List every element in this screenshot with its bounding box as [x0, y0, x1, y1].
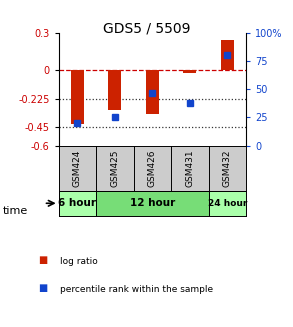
- Text: log ratio: log ratio: [60, 257, 98, 266]
- Bar: [209, 191, 246, 216]
- Text: ■: ■: [38, 255, 47, 265]
- Text: 6 hour: 6 hour: [58, 198, 96, 208]
- Text: GSM424: GSM424: [73, 149, 82, 187]
- Text: GDS5 / 5509: GDS5 / 5509: [103, 21, 190, 35]
- Bar: [146, 70, 159, 114]
- Text: time: time: [3, 206, 28, 216]
- Text: 12 hour: 12 hour: [130, 198, 175, 208]
- Bar: [108, 70, 121, 111]
- Bar: [183, 70, 196, 73]
- Text: 24 hour: 24 hour: [208, 199, 247, 208]
- Bar: [221, 40, 234, 70]
- Text: GSM431: GSM431: [185, 149, 194, 187]
- Text: GSM426: GSM426: [148, 149, 157, 187]
- Bar: [59, 191, 96, 216]
- Text: ■: ■: [38, 283, 47, 293]
- Text: percentile rank within the sample: percentile rank within the sample: [60, 285, 213, 294]
- Text: GSM425: GSM425: [110, 149, 119, 187]
- Text: GSM432: GSM432: [223, 149, 232, 187]
- Bar: [96, 191, 209, 216]
- Bar: [71, 70, 84, 124]
